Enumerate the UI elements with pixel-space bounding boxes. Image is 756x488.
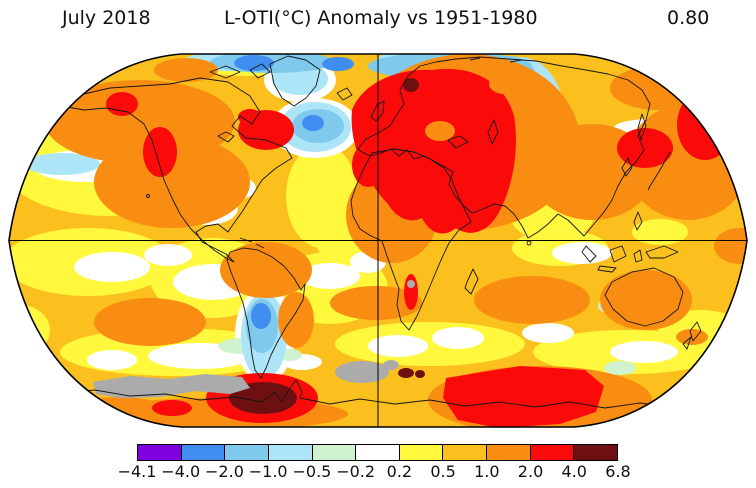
colorbar-tick-label: 6.8 <box>605 462 631 481</box>
global-mean-value: 0.80 <box>667 7 710 29</box>
map-outline <box>8 53 748 428</box>
colorbar-segment <box>574 445 618 460</box>
coastlines <box>27 55 702 409</box>
colorbar-segment <box>530 445 575 460</box>
colorbar <box>137 444 618 461</box>
map-title: L-OTI(°C) Anomaly vs 1951-1980 <box>224 7 538 29</box>
colorbar-tick-label: 2.0 <box>517 462 544 481</box>
map-date-label: July 2018 <box>62 7 151 29</box>
colorbar-tick-label: 4.0 <box>561 462 587 481</box>
colorbar-tick-label: −2.0 <box>205 462 244 481</box>
colorbar-segment <box>225 445 269 460</box>
colorbar-segment <box>268 445 313 460</box>
colorbar-segment <box>443 445 488 460</box>
colorbar-tick-label: 0.2 <box>386 462 413 481</box>
colorbar-tick-label: −4.1 <box>117 462 157 481</box>
graticule <box>9 54 747 427</box>
colorbar-segment <box>312 445 357 460</box>
colorbar-segment <box>181 445 226 460</box>
colorbar-tick-label: −4.0 <box>161 462 201 481</box>
colorbar-segment <box>399 445 444 460</box>
colorbar-tick-label: −0.5 <box>292 462 332 481</box>
colorbar-tick-label: 0.5 <box>430 462 456 481</box>
colorbar-ticks: −4.1 −4.0 −2.0 −1.0 −0.5 −0.2 0.2 0.5 1.0 2.0 4.0 6… <box>118 462 631 482</box>
colorbar-tick-label: −1.0 <box>248 462 288 481</box>
colorbar-tick-label: 1.0 <box>474 462 500 481</box>
colorbar-segment <box>487 445 531 460</box>
colorbar-tick-label: −0.2 <box>336 462 376 481</box>
colorbar-segment <box>356 445 400 460</box>
colorbar-segment <box>138 445 182 460</box>
